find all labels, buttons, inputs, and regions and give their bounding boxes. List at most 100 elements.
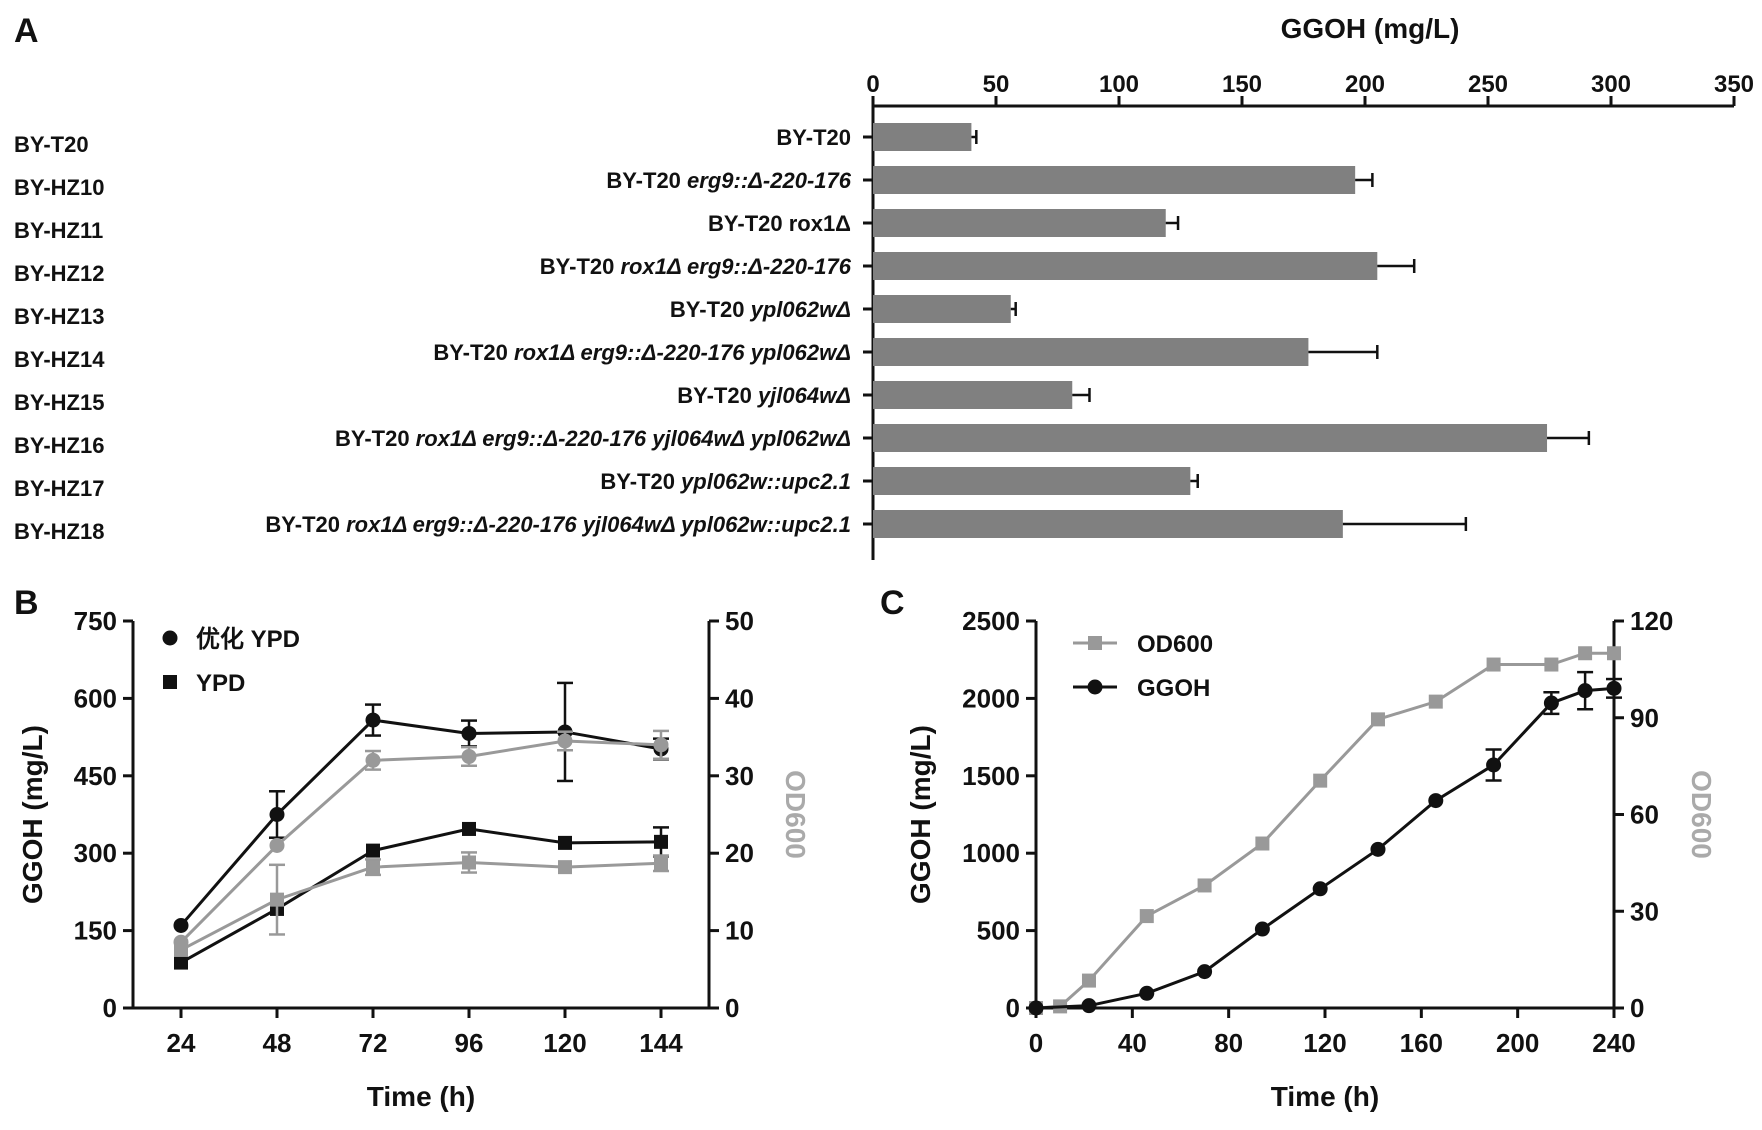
legend-label: GGOH — [1137, 675, 1210, 702]
x-tick-label: 0 — [866, 71, 879, 98]
x-tick-label: 250 — [1468, 71, 1508, 98]
x-tick-label: 72 — [359, 1028, 388, 1058]
bar — [873, 424, 1548, 452]
data-point — [174, 942, 188, 957]
data-point — [557, 733, 573, 749]
y-tick-label: 0 — [103, 993, 117, 1023]
panel-c-label: C — [880, 584, 905, 622]
legend-marker — [1087, 679, 1103, 695]
data-point — [1486, 757, 1502, 773]
bar — [873, 467, 1191, 495]
y-tick-label: 600 — [74, 683, 117, 713]
genotype-segment: BY-T20 — [776, 125, 851, 150]
data-point — [1607, 646, 1621, 661]
data-point — [270, 892, 284, 907]
y2-tick-label: 30 — [725, 761, 754, 791]
y-tick-label: 0 — [1006, 993, 1020, 1023]
legend-label: 优化 YPD — [196, 625, 300, 653]
data-point — [1486, 657, 1501, 672]
legend-label: OD600 — [1137, 631, 1213, 658]
data-point — [1139, 909, 1154, 924]
genotype-label: BY-T20 ypl062w::upc2.1 — [600, 469, 851, 494]
strain-label: BY-HZ17 — [14, 476, 104, 501]
data-point — [558, 860, 572, 875]
x-tick-label: 160 — [1400, 1028, 1443, 1058]
x-tick-label: 300 — [1591, 71, 1631, 98]
strain-label: BY-HZ18 — [14, 519, 104, 544]
x-tick-label: 80 — [1214, 1028, 1243, 1058]
genotype-label: BY-T20 ypl062wΔ — [670, 297, 851, 322]
bar — [873, 295, 1011, 323]
y-axis-title: GGOH (mg/L) — [17, 725, 48, 904]
series-line — [1035, 686, 1615, 1010]
legend-marker — [163, 675, 177, 689]
y-tick-label: 450 — [74, 761, 117, 791]
x-tick-label: 48 — [263, 1028, 292, 1058]
x-tick-label: 50 — [983, 71, 1010, 98]
data-point — [1255, 836, 1270, 851]
strain-label: BY-HZ14 — [14, 347, 105, 372]
bar — [873, 510, 1343, 538]
x-tick-label: 120 — [543, 1028, 586, 1058]
x-tick-label: 144 — [639, 1028, 683, 1058]
panel-b-label: B — [14, 584, 39, 622]
data-point — [653, 737, 669, 753]
legend-marker — [162, 630, 178, 646]
y2-axis-title: OD600 — [1686, 770, 1717, 859]
y-tick-label: 750 — [74, 606, 117, 636]
genotype-segment: ypl062wΔ — [750, 297, 851, 322]
data-point — [461, 748, 477, 764]
data-point — [1543, 695, 1559, 711]
data-point — [174, 955, 188, 970]
y-tick-label: 2500 — [962, 606, 1020, 636]
y-tick-label: 1000 — [962, 838, 1020, 868]
data-point — [1313, 773, 1328, 788]
data-point — [269, 807, 285, 822]
legend-marker — [1088, 636, 1102, 650]
data-point — [1370, 712, 1385, 727]
genotype-segment: BY-T20 — [606, 168, 687, 193]
data-point — [365, 712, 381, 728]
genotype-segment: BY-T20 — [677, 383, 758, 408]
genotype-segment: BY-T20 — [265, 512, 346, 537]
genotype-segment: yjl064wΔ — [757, 383, 851, 408]
genotype-segment: BY-T20 — [670, 297, 751, 322]
genotype-label: BY-T20 rox1Δ erg9::Δ-220-176 — [540, 254, 852, 279]
genotype-segment: rox1Δ erg9::Δ-220-176 yjl064wΔ ypl062wΔ — [416, 426, 851, 451]
data-point — [366, 860, 380, 875]
data-point — [1578, 646, 1593, 661]
data-point — [1428, 694, 1443, 709]
series-line — [179, 718, 662, 927]
y2-tick-label: 0 — [725, 993, 739, 1023]
data-point — [365, 752, 381, 768]
x-axis-title: Time (h) — [367, 1081, 475, 1112]
bar — [873, 381, 1073, 409]
data-point — [462, 821, 476, 836]
genotype-label: BY-T20 rox1Δ — [708, 211, 851, 236]
y-tick-label: 2000 — [962, 683, 1020, 713]
y2-tick-label: 60 — [1630, 800, 1659, 830]
data-point — [1254, 921, 1270, 937]
chart-c: 0 40 80 120 160 200 240 0 500 1000 1500 2000 2500 0 30… — [905, 606, 1717, 1112]
bar — [873, 338, 1309, 366]
y2-axis-title: OD600 — [780, 770, 811, 859]
genotype-label: BY-T20 yjl064wΔ — [677, 383, 851, 408]
y2-tick-label: 20 — [725, 838, 754, 868]
x-tick-label: 96 — [455, 1028, 484, 1058]
series-line — [1035, 651, 1614, 1010]
genotype-segment: erg9::Δ-220-176 — [687, 168, 852, 193]
y2-tick-label: 50 — [725, 606, 754, 636]
series-line — [179, 739, 662, 944]
strain-label: BY-HZ12 — [14, 261, 104, 286]
strain-label: BY-HZ16 — [14, 433, 104, 458]
genotype-label: BY-T20 — [776, 125, 851, 150]
y-axis-title: GGOH (mg/L) — [905, 725, 936, 904]
y-tick-label: 500 — [977, 916, 1020, 946]
data-point — [1197, 964, 1213, 980]
y-tick-label: 300 — [74, 838, 117, 868]
data-point — [461, 725, 477, 741]
x-tick-label: 200 — [1496, 1028, 1539, 1058]
data-point — [1428, 793, 1444, 809]
data-point — [558, 835, 572, 850]
